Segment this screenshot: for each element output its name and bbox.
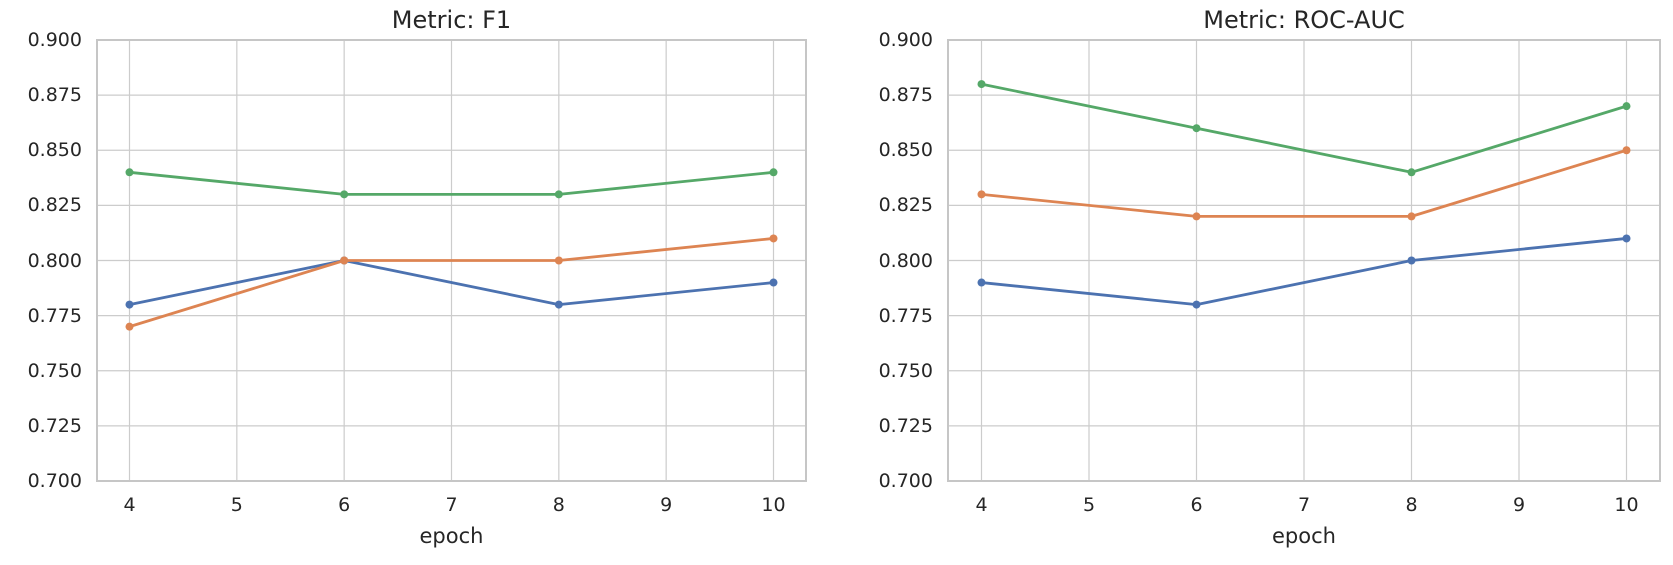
y-tick-label: 0.850	[27, 139, 82, 162]
x-tick-label: 8	[552, 494, 565, 516]
series-3-line	[128, 170, 775, 196]
y-tick-label: 0.725	[878, 414, 933, 437]
series-2-data-point	[340, 256, 349, 265]
series-1-data-point	[1622, 234, 1631, 243]
series-1-data-point	[125, 300, 134, 309]
series-2-line	[980, 148, 1628, 218]
y-tick-label: 0.800	[27, 249, 82, 272]
series-1-data-point	[1192, 300, 1201, 309]
series-2-data-point	[769, 234, 778, 243]
y-tick-label: 0.900	[27, 29, 82, 51]
x-tick-label: 9	[1512, 494, 1526, 516]
series-1-line	[128, 259, 775, 307]
chart-title: Metric: ROC-AUC	[1203, 6, 1405, 34]
x-tick-label: 4	[123, 494, 136, 516]
x-tick-label: 10	[761, 494, 786, 516]
series-3-data-point	[554, 190, 563, 199]
y-tick-label: 0.850	[878, 139, 933, 162]
x-tick-label: 5	[230, 494, 243, 516]
series-2-data-point	[125, 322, 134, 331]
y-tick-label: 0.800	[878, 249, 933, 272]
series-3-data-point	[340, 190, 349, 199]
y-tick-label: 0.750	[27, 359, 82, 382]
y-tick-label: 0.775	[27, 304, 82, 327]
y-tick-label: 0.700	[27, 470, 82, 492]
series-2-data-point	[1192, 212, 1201, 221]
series-1-data-point	[769, 278, 778, 287]
series-2-data-point	[1622, 146, 1631, 155]
x-tick-label: 6	[1190, 494, 1203, 516]
series-3-data-point	[1622, 102, 1631, 111]
series-1-data-point	[554, 300, 563, 309]
y-tick-label: 0.700	[878, 470, 933, 492]
series-2-data-point	[1407, 212, 1416, 221]
series-3-data-point	[1407, 168, 1416, 177]
series-2-line	[128, 237, 775, 329]
y-tick-label: 0.775	[878, 304, 933, 327]
x-tick-label: 7	[445, 494, 458, 516]
series-1-data-point	[977, 278, 986, 287]
series-3-data-point	[977, 80, 986, 89]
series-2-data-point	[554, 256, 563, 265]
series-2-data-point	[977, 190, 986, 199]
y-tick-label: 0.725	[27, 414, 82, 437]
y-tick-label: 0.825	[878, 194, 933, 217]
x-tick-label: 4	[975, 494, 988, 516]
x-tick-label: 7	[1297, 494, 1311, 516]
y-tick-label: 0.875	[27, 84, 82, 107]
x-axis-label: epoch	[419, 524, 484, 548]
y-tick-label: 0.750	[878, 359, 933, 382]
series-1-line	[980, 237, 1628, 307]
x-tick-label: 10	[1614, 494, 1639, 516]
series-3-data-point	[769, 168, 778, 177]
series-3-data-point	[1192, 124, 1201, 133]
x-tick-label: 6	[338, 494, 351, 516]
chart-title: Metric: F1	[391, 6, 512, 34]
x-axis-label: epoch	[1272, 524, 1336, 548]
series-3-line	[980, 82, 1628, 174]
y-tick-label: 0.875	[878, 84, 933, 107]
y-tick-label: 0.900	[878, 29, 933, 51]
x-tick-label: 5	[1082, 494, 1096, 516]
x-tick-label: 8	[1405, 494, 1418, 516]
x-tick-label: 9	[660, 494, 673, 516]
series-1-data-point	[1407, 256, 1416, 265]
y-tick-label: 0.825	[27, 194, 82, 217]
series-3-data-point	[125, 168, 134, 177]
axes-spines	[96, 39, 807, 482]
series-1-data-point	[340, 256, 349, 265]
axes-spines	[947, 39, 1661, 482]
